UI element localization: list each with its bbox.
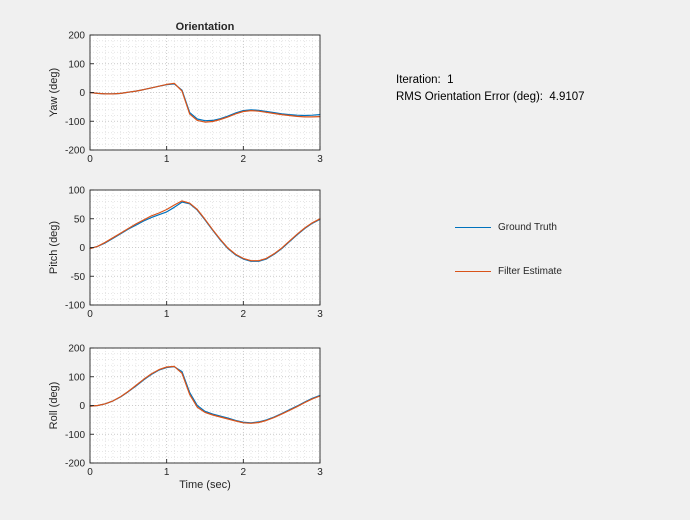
svg-text:-50: -50 xyxy=(71,272,86,283)
svg-text:1: 1 xyxy=(164,309,170,320)
ground-truth-legend-label: Ground Truth xyxy=(498,221,557,233)
svg-text:Pitch (deg): Pitch (deg) xyxy=(48,221,60,274)
iteration-text: Iteration: 1 xyxy=(396,74,454,86)
svg-text:100: 100 xyxy=(68,186,85,197)
svg-text:2: 2 xyxy=(241,309,247,320)
svg-text:50: 50 xyxy=(74,214,86,225)
svg-text:3: 3 xyxy=(317,309,323,320)
legend-entry-filter-estimate[interactable]: Filter Estimate xyxy=(455,265,562,277)
svg-text:100: 100 xyxy=(68,59,85,70)
svg-text:3: 3 xyxy=(317,467,323,478)
svg-text:0: 0 xyxy=(79,88,85,99)
svg-text:200: 200 xyxy=(68,31,85,42)
svg-text:0: 0 xyxy=(87,154,93,165)
filter-estimate-legend-line xyxy=(455,270,491,272)
svg-text:-200: -200 xyxy=(65,459,85,470)
svg-text:Yaw (deg): Yaw (deg) xyxy=(48,68,60,117)
svg-text:Orientation: Orientation xyxy=(176,21,235,33)
svg-text:0: 0 xyxy=(79,401,85,412)
ground-truth-legend-line xyxy=(455,226,491,228)
filter-estimate-legend-label: Filter Estimate xyxy=(498,265,562,277)
svg-text:Time (sec): Time (sec) xyxy=(179,479,231,491)
svg-text:1: 1 xyxy=(164,467,170,478)
status-annotation: Iteration: 1 RMS Orientation Error (deg)… xyxy=(396,72,585,106)
svg-text:100: 100 xyxy=(68,372,85,383)
svg-text:3: 3 xyxy=(317,154,323,165)
svg-text:-200: -200 xyxy=(65,146,85,157)
svg-text:Roll (deg): Roll (deg) xyxy=(48,382,60,430)
pitch-chart: 0 1 2 3 -100 -50 0 50 100 Pitch (deg) xyxy=(48,186,323,321)
legend-entry-ground-truth[interactable]: Ground Truth xyxy=(455,221,557,233)
svg-text:1: 1 xyxy=(164,154,170,165)
svg-text:0: 0 xyxy=(87,467,93,478)
rms-error-text: RMS Orientation Error (deg): 4.9107 xyxy=(396,91,585,103)
svg-text:-100: -100 xyxy=(65,301,85,312)
svg-text:0: 0 xyxy=(79,243,85,254)
svg-text:2: 2 xyxy=(241,154,247,165)
svg-text:2: 2 xyxy=(241,467,247,478)
yaw-chart: 0 1 2 3 -200 -100 0 100 200 Orientation Yaw (deg) xyxy=(48,21,323,165)
roll-chart: 0 1 2 3 -200 -100 0 100 200 Roll (deg) Time (sec) xyxy=(48,344,323,492)
svg-text:-100: -100 xyxy=(65,117,85,128)
svg-text:200: 200 xyxy=(68,344,85,355)
svg-text:-100: -100 xyxy=(65,430,85,441)
svg-text:0: 0 xyxy=(87,309,93,320)
